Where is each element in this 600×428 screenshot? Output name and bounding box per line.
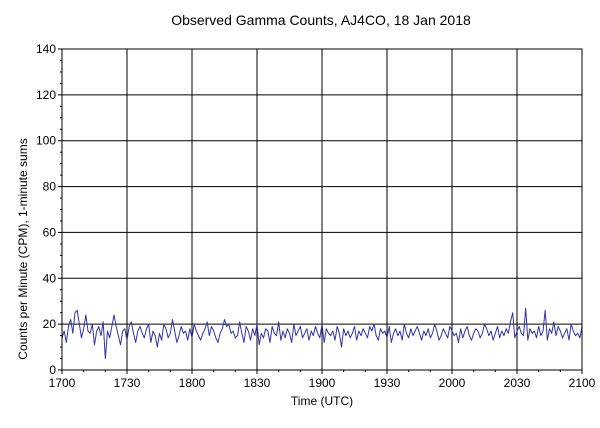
x-tick-label: 2000 bbox=[439, 376, 466, 390]
x-tick-label: 1900 bbox=[309, 376, 336, 390]
y-tick-label: 100 bbox=[36, 134, 56, 148]
y-tick-label: 60 bbox=[43, 225, 57, 239]
y-tick-label: 80 bbox=[43, 180, 57, 194]
y-axis-label: Counts per Minute (CPM), 1-minute sums bbox=[16, 138, 30, 359]
y-tick-label: 40 bbox=[43, 271, 57, 285]
y-tick-label: 120 bbox=[36, 88, 56, 102]
y-axis: 0 20 40 60 80 100 120 140 bbox=[36, 42, 62, 377]
x-tick-label: 1930 bbox=[374, 376, 401, 390]
x-tick-label: 1830 bbox=[244, 376, 271, 390]
y-tick-label: 0 bbox=[49, 363, 56, 377]
x-tick-label: 2030 bbox=[504, 376, 531, 390]
x-tick-label: 1800 bbox=[179, 376, 206, 390]
chart-title: Observed Gamma Counts, AJ4CO, 18 Jan 201… bbox=[171, 12, 471, 28]
y-tick-label: 140 bbox=[36, 42, 56, 56]
x-axis-label: Time (UTC) bbox=[291, 394, 353, 408]
series-group bbox=[61, 307, 583, 360]
x-tick-label: 1730 bbox=[114, 376, 141, 390]
x-tick-label: 2100 bbox=[569, 376, 596, 390]
x-tick-label: 1700 bbox=[49, 376, 76, 390]
y-tick-label: 20 bbox=[43, 317, 57, 331]
grid bbox=[61, 48, 583, 371]
series-line bbox=[61, 307, 583, 360]
x-axis: 1700 1730 1800 1830 1900 1930 2000 2030 2100 bbox=[49, 370, 596, 390]
